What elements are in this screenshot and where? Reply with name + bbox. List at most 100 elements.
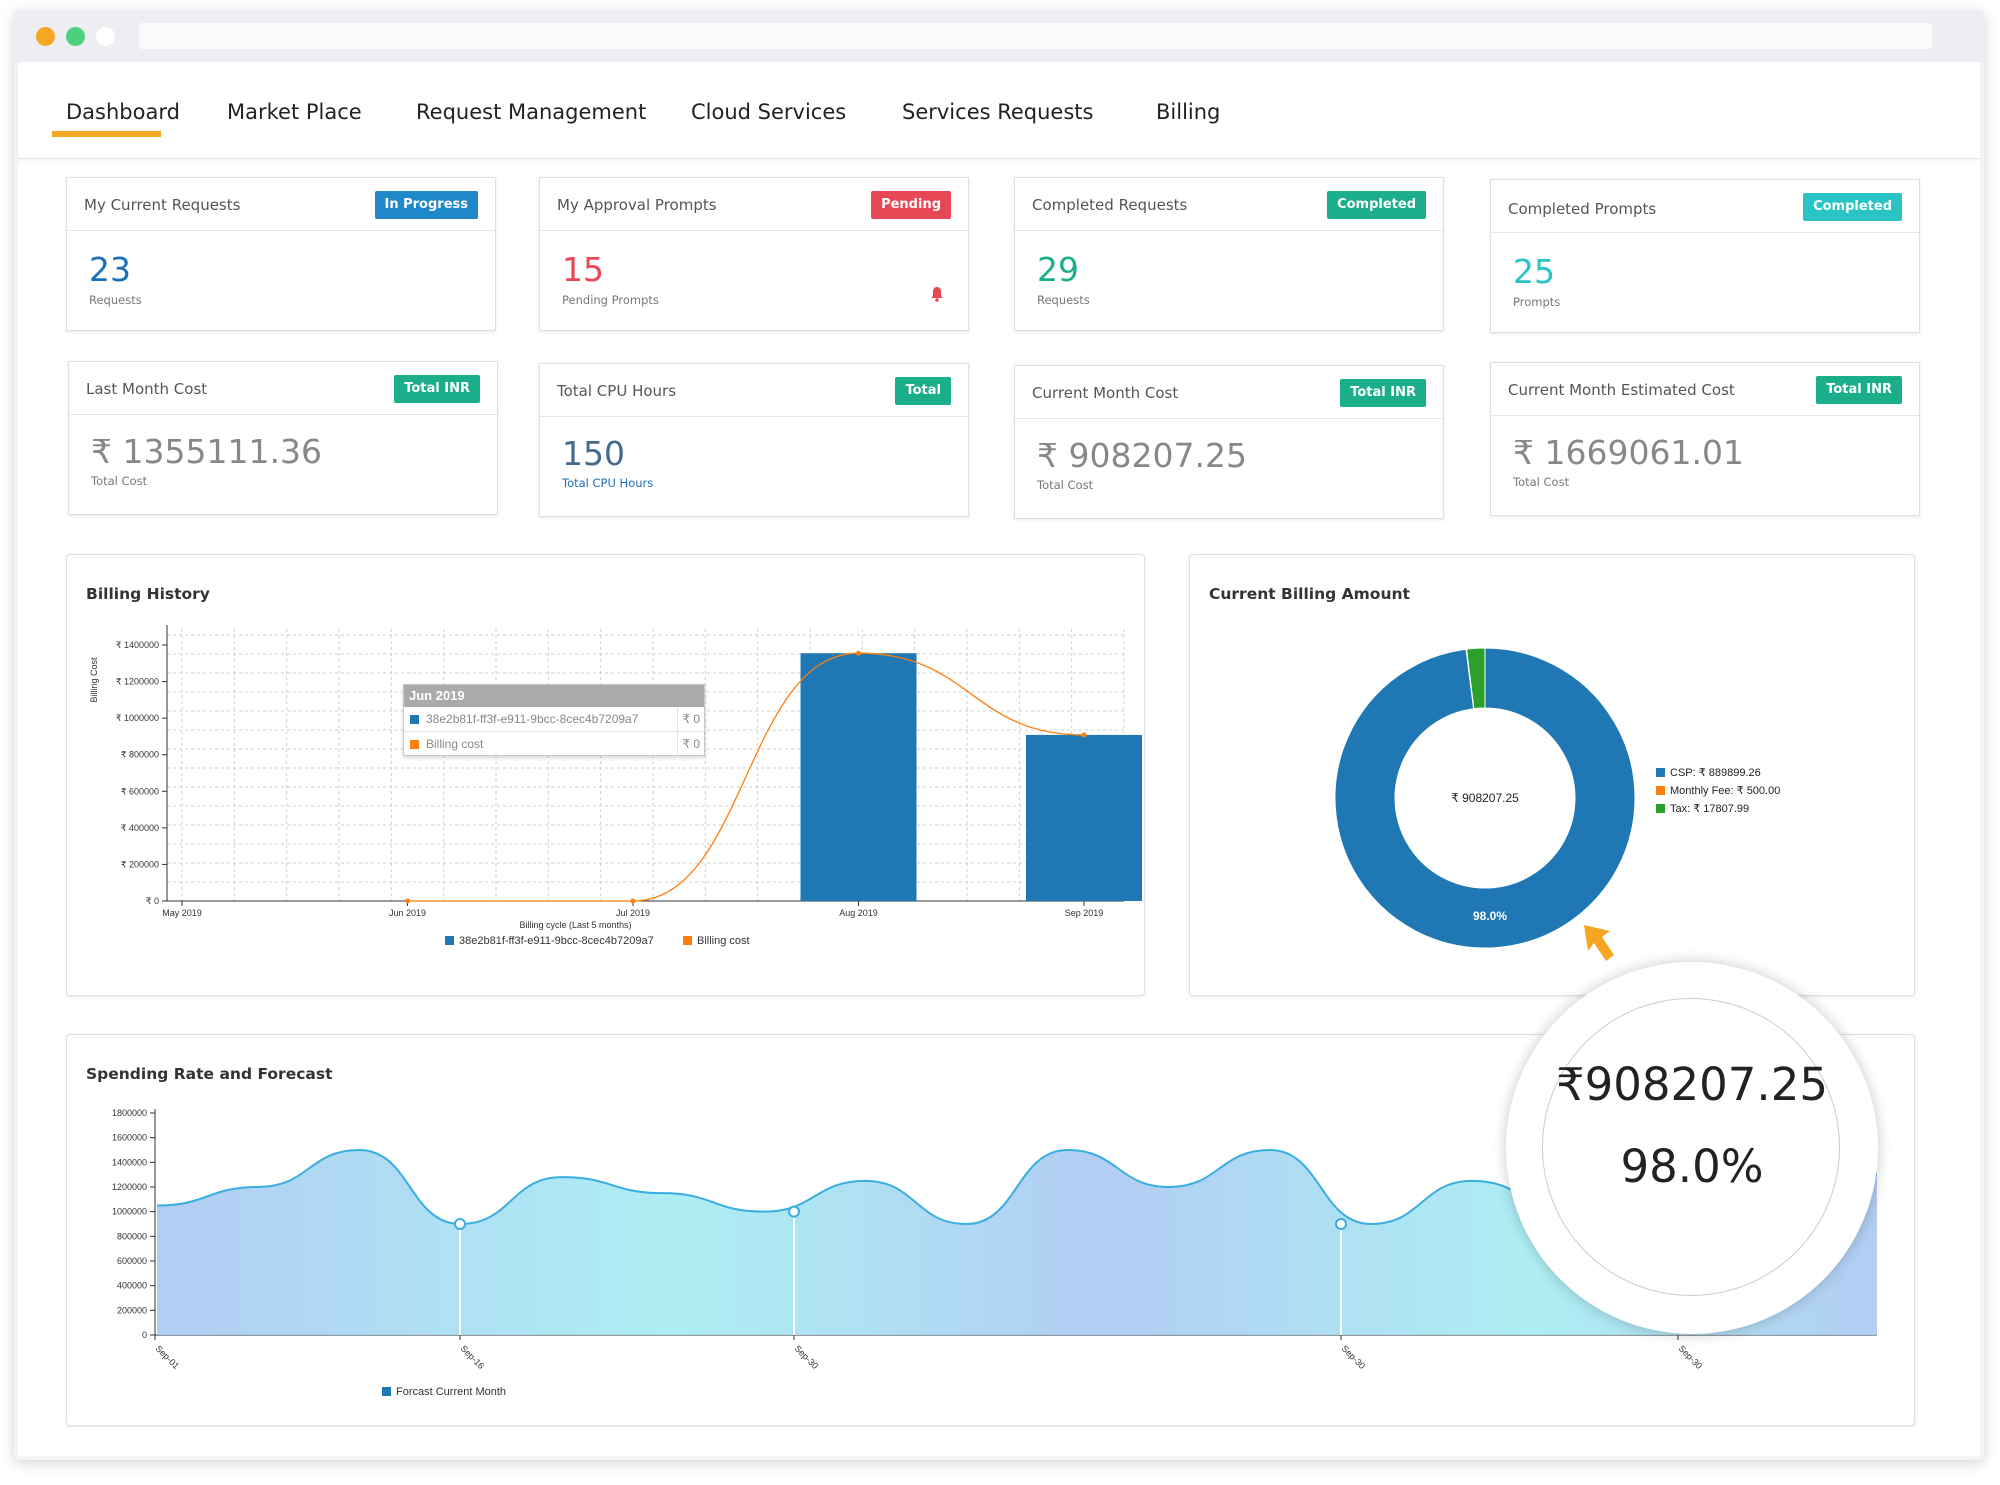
card-title: Current Month Estimated Cost bbox=[1508, 381, 1735, 399]
card-my-current-requests[interactable]: My Current Requests In Progress 23 Reque… bbox=[66, 177, 496, 331]
forecast-point bbox=[454, 1218, 466, 1230]
y-tick-label: 1400000 bbox=[112, 1157, 147, 1167]
card-value: ₹ 1355111.36 bbox=[91, 432, 322, 471]
nav-cloud-services[interactable]: Cloud Services bbox=[691, 100, 847, 124]
card-subtitle: Pending Prompts bbox=[562, 293, 659, 307]
legend-label: 38e2b81f-ff3f-e911-9bcc-8cec4b7209a7 bbox=[459, 935, 654, 947]
legend-swatch bbox=[410, 715, 419, 724]
y-tick-label: ₹ 1200000 bbox=[116, 677, 159, 687]
card-completed-prompts[interactable]: Completed Prompts Completed 25 Prompts bbox=[1490, 179, 1920, 333]
card-subtitle: Total Cost bbox=[1037, 478, 1094, 492]
nav-services-requests[interactable]: Services Requests bbox=[902, 100, 1094, 124]
x-axis-label: Billing cycle (Last 5 months) bbox=[519, 920, 631, 930]
legend-swatch bbox=[445, 936, 454, 945]
active-tab-indicator bbox=[52, 131, 161, 137]
card-current-month-cost[interactable]: Current Month Cost Total INR ₹ 908207.25… bbox=[1014, 365, 1444, 519]
x-tick-label: May 2019 bbox=[162, 908, 202, 918]
y-tick-label: ₹ 1400000 bbox=[116, 640, 159, 650]
forecast-point bbox=[1335, 1218, 1347, 1230]
chart-tooltip: Jun 2019 38e2b81f-ff3f-e911-9bcc-8cec4b7… bbox=[403, 684, 705, 756]
y-tick-label: 1200000 bbox=[112, 1182, 147, 1192]
tooltip-series-value: ₹ 0 bbox=[677, 732, 700, 756]
address-bar[interactable] bbox=[139, 23, 1932, 49]
legend-swatch bbox=[1656, 804, 1665, 813]
total-badge: Total bbox=[895, 377, 951, 405]
forecast-area bbox=[157, 1150, 1877, 1335]
card-value: ₹ 1669061.01 bbox=[1513, 433, 1744, 472]
legend-swatch bbox=[683, 936, 692, 945]
card-subtitle: Total Cost bbox=[1513, 475, 1570, 489]
nav-billing[interactable]: Billing bbox=[1156, 100, 1221, 124]
card-value: 23 bbox=[89, 250, 131, 289]
card-title: Total CPU Hours bbox=[557, 382, 677, 400]
line-point bbox=[405, 898, 410, 904]
magnified-percent: 98.0% bbox=[1620, 1140, 1764, 1193]
y-tick-label: 1600000 bbox=[112, 1133, 147, 1143]
tooltip-series-label: 38e2b81f-ff3f-e911-9bcc-8cec4b7209a7 bbox=[426, 712, 639, 726]
y-tick-label: ₹ 1000000 bbox=[116, 713, 159, 723]
nav-request-management[interactable]: Request Management bbox=[416, 100, 647, 124]
legend-label: Billing cost bbox=[697, 935, 750, 947]
x-tick-label: Sep 2019 bbox=[1065, 908, 1104, 918]
y-tick-label: 400000 bbox=[117, 1281, 147, 1291]
tooltip-series-value: ₹ 0 bbox=[677, 707, 700, 731]
donut-center-label: ₹ 908207.25 bbox=[1451, 791, 1519, 805]
x-tick-label: Aug 2019 bbox=[839, 908, 878, 918]
x-tick-label: Jul 2019 bbox=[616, 908, 650, 918]
current-billing-panel: Current Billing Amount ₹ 908207.25 98.0% C… bbox=[1189, 554, 1915, 996]
status-badge: Pending bbox=[871, 191, 951, 219]
donut-slice bbox=[1334, 647, 1636, 949]
billing-history-panel: Billing History ₹ 0 ₹ 200000 ₹ 400000 ₹ 600… bbox=[66, 554, 1145, 996]
bar bbox=[1026, 734, 1142, 901]
billing-history-chart[interactable]: ₹ 0 ₹ 200000 ₹ 400000 ₹ 600000 ₹ 800000 ₹ 100… bbox=[67, 555, 1144, 995]
card-value: 15 bbox=[562, 250, 604, 289]
legend-label: CSP: ₹ 889899.26 bbox=[1670, 767, 1761, 779]
bell-icon[interactable] bbox=[930, 286, 944, 302]
spending-forecast-chart[interactable]: 0 200000 400000 600000 800000 1000000 1200000 1… bbox=[67, 1035, 1914, 1425]
y-tick-label: 0 bbox=[142, 1330, 147, 1340]
card-my-approval-prompts[interactable]: My Approval Prompts Pending 15 Pending P… bbox=[539, 177, 969, 331]
window-close-dot[interactable] bbox=[96, 27, 115, 46]
panel-title: Spending Rate and Forecast bbox=[86, 1065, 333, 1083]
card-value: 150 bbox=[562, 434, 625, 473]
y-tick-label: 1000000 bbox=[112, 1207, 147, 1217]
y-tick-label: 800000 bbox=[117, 1231, 147, 1241]
total-badge: Total INR bbox=[1340, 379, 1426, 407]
window-maximize-dot[interactable] bbox=[66, 27, 85, 46]
bar bbox=[800, 653, 917, 901]
panel-title: Current Billing Amount bbox=[1209, 585, 1410, 603]
total-badge: Total INR bbox=[1816, 376, 1902, 404]
x-tick-label: Sep-01 bbox=[154, 1343, 182, 1371]
card-title: Completed Prompts bbox=[1508, 200, 1657, 218]
card-last-month-cost[interactable]: Last Month Cost Total INR ₹ 1355111.36 T… bbox=[68, 361, 498, 515]
window-minimize-dot[interactable] bbox=[36, 27, 55, 46]
x-tick-label: Sep-30 bbox=[1677, 1343, 1705, 1371]
y-tick-label: ₹ 400000 bbox=[121, 823, 159, 833]
main-nav: Dashboard Market Place Request Managemen… bbox=[18, 62, 1980, 159]
legend-label: Tax: ₹ 17807.99 bbox=[1670, 803, 1749, 815]
card-completed-requests[interactable]: Completed Requests Completed 29 Requests bbox=[1014, 177, 1444, 331]
y-tick-label: 1800000 bbox=[112, 1108, 147, 1118]
panel-title: Billing History bbox=[86, 585, 210, 603]
y-tick-label: 600000 bbox=[117, 1256, 147, 1266]
total-badge: Total INR bbox=[394, 375, 480, 403]
current-billing-donut-chart[interactable]: ₹ 908207.25 98.0% CSP: ₹ 889899.26 Monthly … bbox=[1190, 555, 1914, 995]
card-subtitle: Requests bbox=[1037, 293, 1090, 307]
nav-market-place[interactable]: Market Place bbox=[227, 100, 362, 124]
donut-slice bbox=[1466, 647, 1486, 710]
legend-swatch bbox=[1656, 786, 1665, 795]
card-value: 29 bbox=[1037, 250, 1079, 289]
legend-label: Monthly Fee: ₹ 500.00 bbox=[1670, 785, 1780, 797]
card-current-month-estimated-cost[interactable]: Current Month Estimated Cost Total INR ₹… bbox=[1490, 362, 1920, 516]
x-tick-label: Sep-16 bbox=[459, 1343, 487, 1371]
nav-dashboard[interactable]: Dashboard bbox=[66, 100, 180, 124]
card-title: My Current Requests bbox=[84, 196, 241, 214]
tooltip-title: Jun 2019 bbox=[404, 685, 704, 707]
card-subtitle: Prompts bbox=[1513, 295, 1561, 309]
y-axis-label: Billing Cost bbox=[89, 657, 99, 703]
magnifier-callout: ₹908207.25 98.0% bbox=[1506, 962, 1878, 1334]
card-title: Current Month Cost bbox=[1032, 384, 1179, 402]
magnifier-ring bbox=[1542, 998, 1840, 1296]
card-total-cpu-hours[interactable]: Total CPU Hours Total 150 Total CPU Hour… bbox=[539, 363, 969, 517]
y-tick-label: ₹ 0 bbox=[146, 896, 159, 906]
